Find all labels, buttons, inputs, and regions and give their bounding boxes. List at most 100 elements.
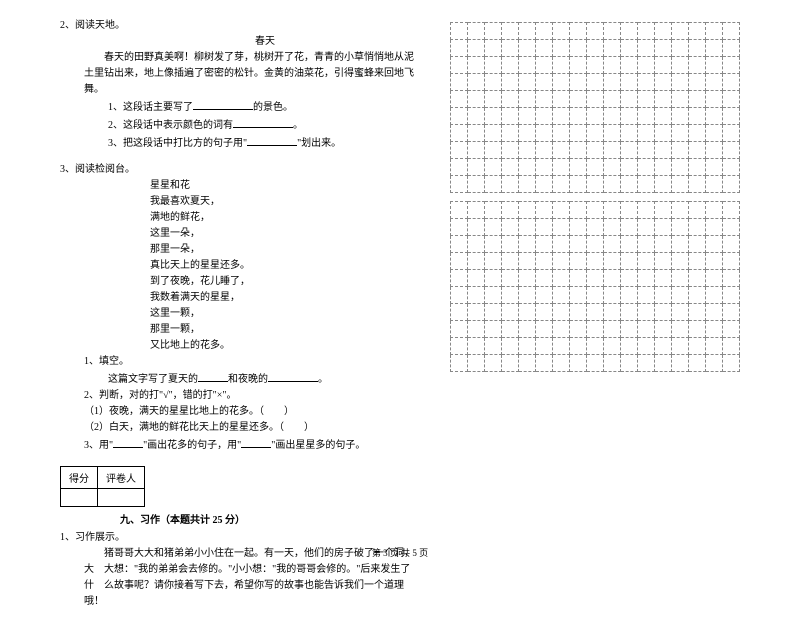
grid-cell[interactable] bbox=[553, 91, 570, 108]
grid-cell[interactable] bbox=[485, 304, 502, 321]
grid-cell[interactable] bbox=[519, 57, 536, 74]
grid-cell[interactable] bbox=[553, 142, 570, 159]
grid-cell[interactable] bbox=[570, 338, 587, 355]
grid-cell[interactable] bbox=[451, 23, 468, 40]
grid-cell[interactable] bbox=[638, 304, 655, 321]
grid-cell[interactable] bbox=[536, 202, 553, 219]
grid-cell[interactable] bbox=[502, 287, 519, 304]
grid-cell[interactable] bbox=[570, 287, 587, 304]
grid-cell[interactable] bbox=[723, 159, 740, 176]
grid-cell[interactable] bbox=[468, 40, 485, 57]
grid-cell[interactable] bbox=[485, 91, 502, 108]
grid-cell[interactable] bbox=[468, 338, 485, 355]
grid-cell[interactable] bbox=[723, 270, 740, 287]
grid-cell[interactable] bbox=[451, 355, 468, 372]
grid-cell[interactable] bbox=[621, 74, 638, 91]
grid-cell[interactable] bbox=[485, 57, 502, 74]
grid-cell[interactable] bbox=[706, 338, 723, 355]
grid-cell[interactable] bbox=[536, 253, 553, 270]
grid-cell[interactable] bbox=[706, 355, 723, 372]
grid-cell[interactable] bbox=[655, 287, 672, 304]
grid-cell[interactable] bbox=[689, 57, 706, 74]
grid-cell[interactable] bbox=[723, 142, 740, 159]
grid-cell[interactable] bbox=[502, 108, 519, 125]
grid-cell[interactable] bbox=[638, 159, 655, 176]
grid-cell[interactable] bbox=[468, 219, 485, 236]
grid-cell[interactable] bbox=[468, 57, 485, 74]
grid-cell[interactable] bbox=[621, 321, 638, 338]
grid-cell[interactable] bbox=[672, 74, 689, 91]
grid-cell[interactable] bbox=[587, 253, 604, 270]
grid-cell[interactable] bbox=[587, 355, 604, 372]
grid-cell[interactable] bbox=[519, 253, 536, 270]
grid-cell[interactable] bbox=[502, 57, 519, 74]
grid-cell[interactable] bbox=[638, 321, 655, 338]
grid-cell[interactable] bbox=[723, 176, 740, 193]
grid-cell[interactable] bbox=[655, 108, 672, 125]
grid-cell[interactable] bbox=[451, 287, 468, 304]
grid-cell[interactable] bbox=[451, 304, 468, 321]
grid-cell[interactable] bbox=[519, 142, 536, 159]
grid-cell[interactable] bbox=[689, 304, 706, 321]
grid-cell[interactable] bbox=[536, 125, 553, 142]
grid-cell[interactable] bbox=[689, 23, 706, 40]
grid-cell[interactable] bbox=[536, 142, 553, 159]
grid-cell[interactable] bbox=[485, 40, 502, 57]
grid-cell[interactable] bbox=[723, 355, 740, 372]
grid-cell[interactable] bbox=[604, 125, 621, 142]
grid-cell[interactable] bbox=[553, 338, 570, 355]
grid-cell[interactable] bbox=[519, 219, 536, 236]
grid-cell[interactable] bbox=[638, 236, 655, 253]
grid-cell[interactable] bbox=[553, 74, 570, 91]
grid-cell[interactable] bbox=[723, 304, 740, 321]
grid-cell[interactable] bbox=[706, 202, 723, 219]
grid-cell[interactable] bbox=[570, 202, 587, 219]
grid-cell[interactable] bbox=[706, 304, 723, 321]
grid-cell[interactable] bbox=[519, 236, 536, 253]
grid-cell[interactable] bbox=[485, 159, 502, 176]
grid-cell[interactable] bbox=[536, 159, 553, 176]
grid-cell[interactable] bbox=[451, 91, 468, 108]
grid-cell[interactable] bbox=[570, 74, 587, 91]
grid-cell[interactable] bbox=[587, 142, 604, 159]
grid-cell[interactable] bbox=[485, 142, 502, 159]
grid-cell[interactable] bbox=[723, 287, 740, 304]
grid-cell[interactable] bbox=[536, 74, 553, 91]
grid-cell[interactable] bbox=[706, 219, 723, 236]
grid-cell[interactable] bbox=[706, 287, 723, 304]
grid-cell[interactable] bbox=[451, 125, 468, 142]
score-input[interactable] bbox=[61, 489, 98, 507]
grid-cell[interactable] bbox=[604, 176, 621, 193]
grid-cell[interactable] bbox=[451, 236, 468, 253]
grid-cell[interactable] bbox=[638, 23, 655, 40]
grid-cell[interactable] bbox=[536, 40, 553, 57]
grid-cell[interactable] bbox=[485, 23, 502, 40]
grid-cell[interactable] bbox=[638, 40, 655, 57]
grid-cell[interactable] bbox=[587, 202, 604, 219]
grid-cell[interactable] bbox=[672, 338, 689, 355]
grid-cell[interactable] bbox=[553, 270, 570, 287]
grid-cell[interactable] bbox=[570, 57, 587, 74]
grid-cell[interactable] bbox=[621, 108, 638, 125]
writing-grid-2[interactable] bbox=[450, 201, 750, 372]
grid-cell[interactable] bbox=[519, 40, 536, 57]
grid-cell[interactable] bbox=[689, 338, 706, 355]
grid-cell[interactable] bbox=[570, 270, 587, 287]
grid-cell[interactable] bbox=[689, 236, 706, 253]
grid-cell[interactable] bbox=[519, 321, 536, 338]
grid-cell[interactable] bbox=[672, 91, 689, 108]
grid-cell[interactable] bbox=[621, 270, 638, 287]
grid-cell[interactable] bbox=[485, 253, 502, 270]
grid-cell[interactable] bbox=[621, 219, 638, 236]
grid-cell[interactable] bbox=[570, 125, 587, 142]
grid-cell[interactable] bbox=[604, 236, 621, 253]
grid-cell[interactable] bbox=[638, 125, 655, 142]
grid-cell[interactable] bbox=[502, 202, 519, 219]
grid-cell[interactable] bbox=[519, 159, 536, 176]
grid-cell[interactable] bbox=[604, 74, 621, 91]
grid-cell[interactable] bbox=[655, 253, 672, 270]
grid-cell[interactable] bbox=[672, 57, 689, 74]
grid-cell[interactable] bbox=[536, 219, 553, 236]
grid-cell[interactable] bbox=[502, 321, 519, 338]
grid-cell[interactable] bbox=[655, 270, 672, 287]
